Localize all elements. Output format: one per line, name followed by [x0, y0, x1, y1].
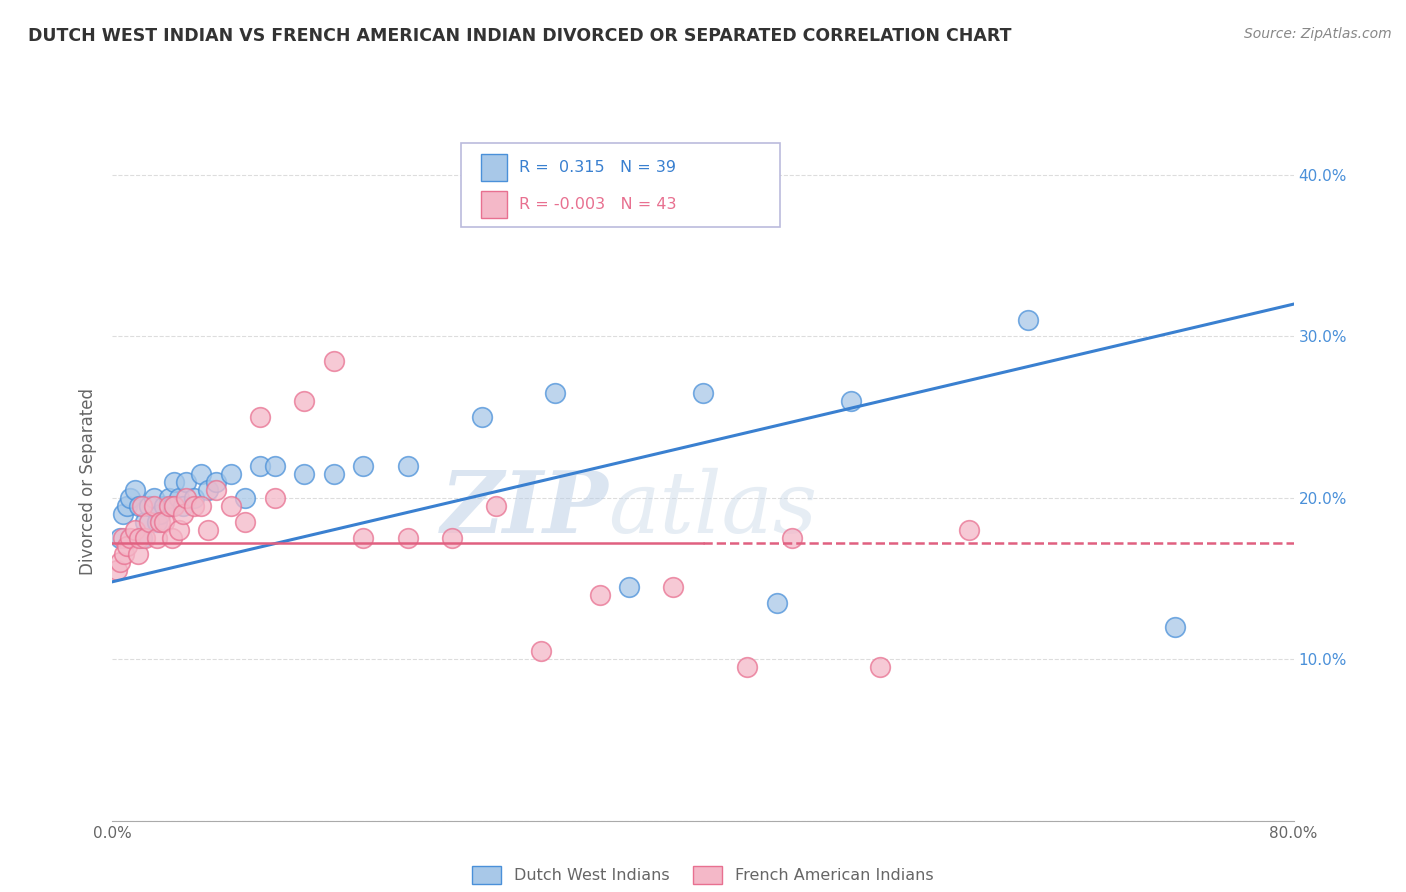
Point	[146, 531, 169, 545]
Point	[160, 499, 183, 513]
Bar	[481, 191, 508, 218]
Point	[1164, 620, 1187, 634]
Point	[174, 475, 197, 489]
Point	[264, 458, 287, 473]
Text: R =  0.315   N = 39: R = 0.315 N = 39	[519, 161, 676, 175]
Point	[138, 515, 160, 529]
Point	[396, 458, 419, 473]
Point	[352, 458, 374, 473]
Point	[111, 507, 134, 521]
Point	[105, 564, 128, 578]
Point	[120, 531, 142, 545]
Point	[323, 353, 346, 368]
Legend: Dutch West Indians, French American Indians: Dutch West Indians, French American Indi…	[465, 859, 941, 890]
Point	[219, 467, 242, 481]
Text: ZIP: ZIP	[440, 467, 609, 550]
Point	[190, 467, 212, 481]
Point	[131, 499, 153, 513]
Point	[485, 499, 508, 513]
Text: atlas: atlas	[609, 467, 818, 550]
Point	[163, 499, 186, 513]
Point	[108, 531, 131, 545]
Point	[205, 475, 228, 489]
Point	[190, 499, 212, 513]
Text: R = -0.003   N = 43: R = -0.003 N = 43	[519, 197, 676, 211]
Point	[766, 596, 789, 610]
Point	[172, 507, 194, 521]
Point	[205, 483, 228, 497]
Point	[839, 394, 862, 409]
Point	[441, 531, 464, 545]
Point	[233, 491, 256, 505]
Point	[128, 531, 150, 545]
Point	[292, 394, 315, 409]
Point	[131, 531, 153, 545]
Point	[249, 458, 271, 473]
Point	[174, 491, 197, 505]
Point	[138, 499, 160, 513]
Point	[128, 499, 150, 513]
Point	[1017, 313, 1039, 327]
Point	[323, 467, 346, 481]
Point	[111, 531, 134, 545]
Point	[470, 410, 494, 425]
Point	[157, 499, 180, 513]
Point	[249, 410, 271, 425]
Point	[149, 515, 172, 529]
Point	[737, 660, 759, 674]
Point	[264, 491, 287, 505]
Point	[153, 515, 176, 529]
Point	[588, 588, 610, 602]
Text: Source: ZipAtlas.com: Source: ZipAtlas.com	[1244, 27, 1392, 41]
Bar	[481, 154, 508, 181]
Point	[163, 475, 186, 489]
Point	[292, 467, 315, 481]
Point	[780, 531, 803, 545]
Point	[124, 483, 146, 497]
Point	[149, 507, 172, 521]
Point	[396, 531, 419, 545]
Point	[957, 523, 980, 537]
Point	[108, 555, 131, 569]
Point	[167, 523, 190, 537]
Y-axis label: Divorced or Separated: Divorced or Separated	[79, 388, 97, 575]
Point	[529, 644, 551, 658]
Point	[183, 499, 205, 513]
Point	[134, 531, 156, 545]
Point	[619, 580, 641, 594]
Point	[197, 523, 219, 537]
Point	[142, 499, 165, 513]
Point	[544, 385, 567, 400]
Point	[692, 385, 714, 400]
Point	[869, 660, 891, 674]
Point	[219, 499, 242, 513]
Point	[167, 491, 190, 505]
Point	[160, 531, 183, 545]
Point	[153, 499, 176, 513]
Point	[120, 491, 142, 505]
Point	[352, 531, 374, 545]
Point	[134, 515, 156, 529]
Point	[233, 515, 256, 529]
Point	[157, 491, 180, 505]
Point	[117, 499, 138, 513]
Point	[117, 539, 138, 553]
Point	[662, 580, 685, 594]
Point	[127, 547, 149, 561]
Text: DUTCH WEST INDIAN VS FRENCH AMERICAN INDIAN DIVORCED OR SEPARATED CORRELATION CH: DUTCH WEST INDIAN VS FRENCH AMERICAN IND…	[28, 27, 1012, 45]
Point	[172, 499, 194, 513]
Point	[183, 491, 205, 505]
Point	[112, 547, 135, 561]
Point	[142, 491, 165, 505]
FancyBboxPatch shape	[461, 143, 780, 227]
Point	[146, 515, 169, 529]
Point	[124, 523, 146, 537]
Point	[197, 483, 219, 497]
